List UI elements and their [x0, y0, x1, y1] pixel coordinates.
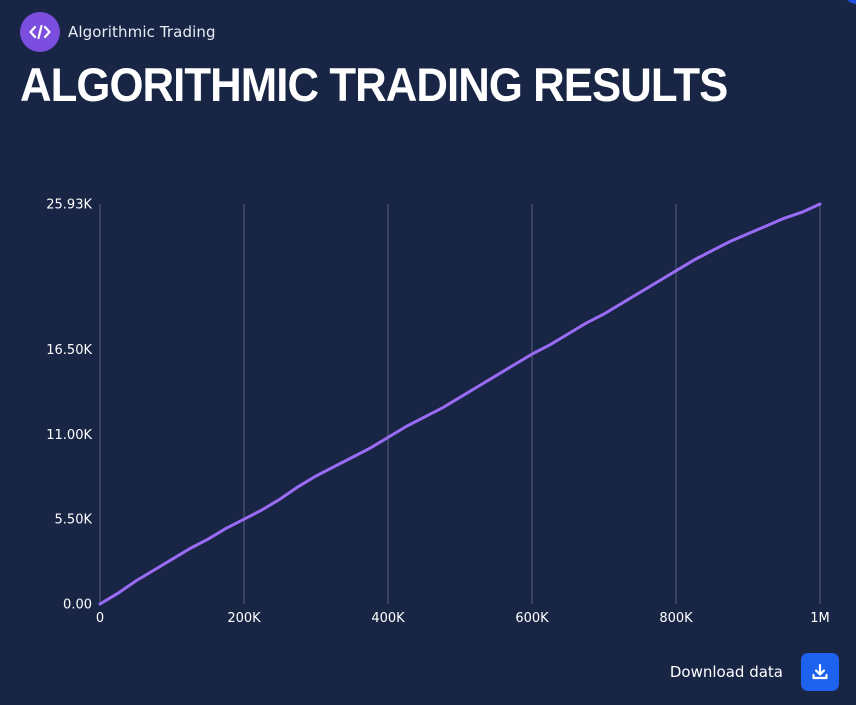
x-tick-label: 0 [96, 611, 104, 626]
y-tick-label: 11.00K [46, 428, 92, 443]
app-name: Algorithmic Trading [68, 23, 216, 41]
download-icon [812, 663, 828, 680]
x-tick-label: 400K [371, 611, 405, 626]
download-label: Download data [669, 663, 783, 681]
corner-accent [846, 0, 856, 4]
x-tick-label: 800K [659, 611, 693, 626]
x-tick-label: 1M [810, 611, 830, 626]
x-tick-label: 200K [227, 611, 261, 626]
y-tick-label: 16.50K [46, 343, 92, 358]
y-tick-label: 0.00 [63, 598, 92, 613]
download-area: Download data [670, 653, 839, 691]
y-tick-label: 5.50K [55, 513, 93, 528]
page-title: ALGORITHMIC TRADING RESULTS [20, 58, 728, 111]
code-icon [20, 12, 60, 52]
series-line [98, 202, 822, 606]
y-tick-label: 25.93K [46, 198, 92, 213]
app-header: Algorithmic Trading [20, 12, 216, 52]
download-button[interactable] [801, 653, 839, 691]
x-tick-label: 600K [515, 611, 549, 626]
